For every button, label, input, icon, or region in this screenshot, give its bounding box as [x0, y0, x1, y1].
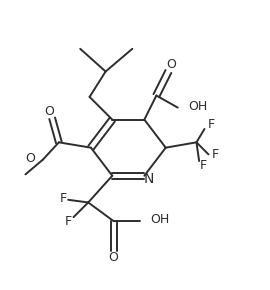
Text: F: F: [208, 118, 215, 131]
Text: N: N: [144, 172, 154, 186]
Text: F: F: [59, 192, 66, 205]
Text: F: F: [65, 215, 72, 228]
Text: OH: OH: [188, 100, 208, 113]
Text: O: O: [108, 251, 118, 264]
Text: O: O: [45, 105, 55, 118]
Text: F: F: [200, 159, 207, 172]
Text: F: F: [212, 148, 219, 161]
Text: O: O: [166, 58, 176, 71]
Text: OH: OH: [150, 213, 170, 226]
Text: O: O: [25, 152, 35, 165]
